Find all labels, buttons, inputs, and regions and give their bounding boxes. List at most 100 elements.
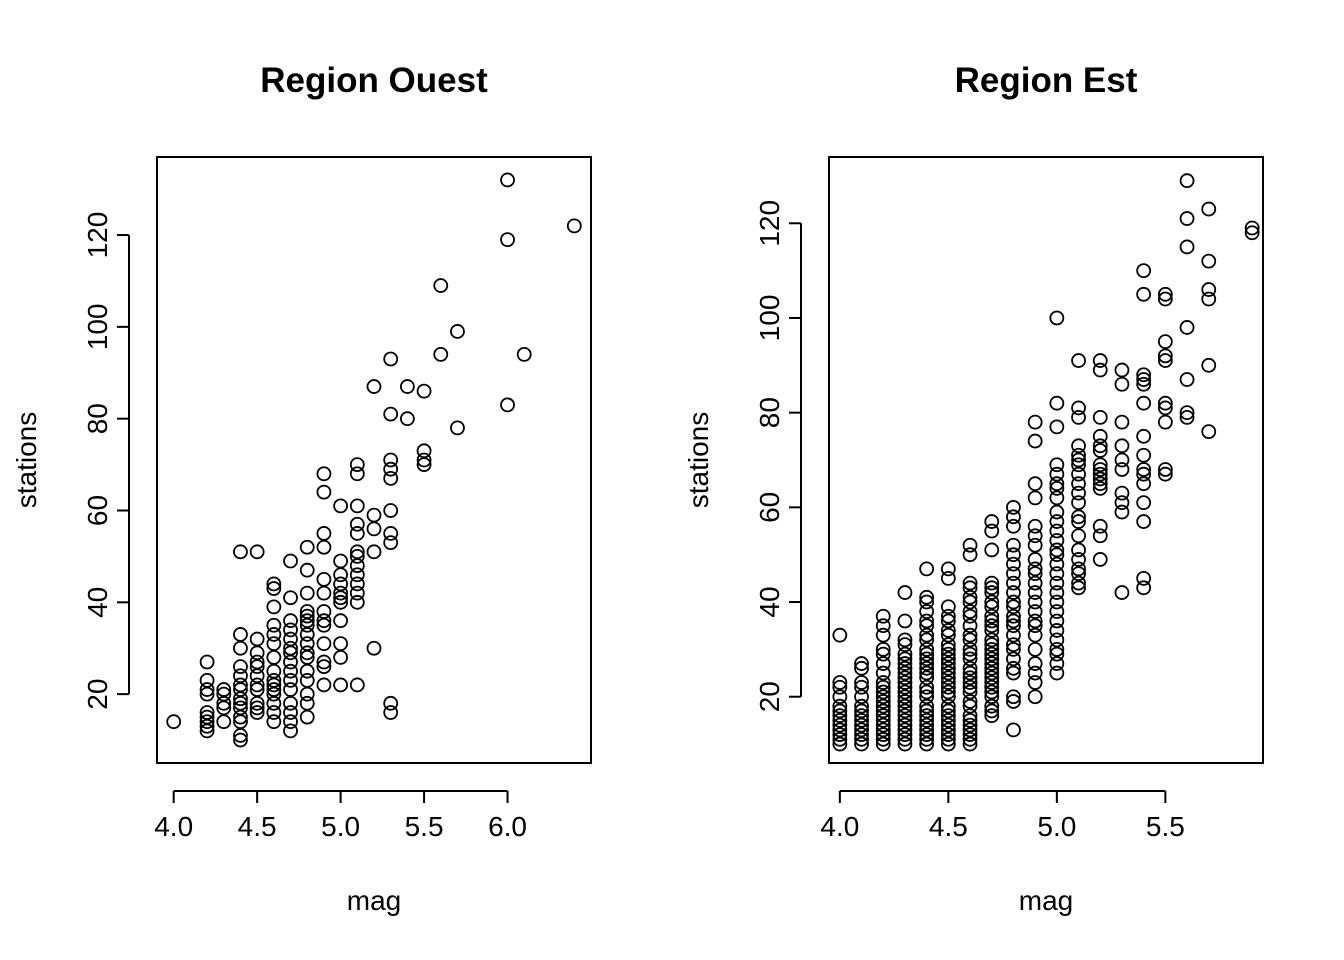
y-tick-label: 120 xyxy=(754,200,785,247)
data-point xyxy=(1114,462,1130,477)
data-point xyxy=(1006,694,1021,709)
data-point xyxy=(962,727,978,742)
x-axis-label: mag xyxy=(1019,885,1073,916)
data-point xyxy=(349,585,365,601)
data-point xyxy=(383,470,399,486)
data-point xyxy=(283,705,298,720)
data-point xyxy=(1114,485,1130,501)
y-tick-label: 100 xyxy=(82,304,113,351)
data-point xyxy=(919,660,935,676)
data-point xyxy=(266,695,282,711)
data-point xyxy=(316,654,332,670)
data-point xyxy=(199,682,215,697)
data-point xyxy=(897,660,913,676)
data-point xyxy=(299,585,315,601)
data-point xyxy=(383,526,399,541)
data-point xyxy=(1092,476,1108,492)
data-point xyxy=(984,684,1000,700)
data-point xyxy=(984,575,1000,591)
data-point xyxy=(984,618,1000,634)
data-point xyxy=(940,656,956,671)
data-point xyxy=(940,561,956,577)
data-point xyxy=(1006,556,1021,572)
data-point xyxy=(349,594,365,610)
data-point xyxy=(940,660,956,676)
y-tick-label: 80 xyxy=(82,403,113,434)
data-point xyxy=(962,575,978,591)
data-point xyxy=(962,712,978,728)
data-point xyxy=(962,589,978,605)
data-point xyxy=(832,708,848,724)
data-point xyxy=(854,731,869,747)
y-axis-label: stations xyxy=(683,412,714,509)
data-point xyxy=(1092,438,1108,454)
x-tick-label: 6.0 xyxy=(488,811,527,842)
data-point xyxy=(1092,353,1108,368)
data-point xyxy=(854,722,869,738)
data-point xyxy=(433,278,449,293)
data-point xyxy=(283,654,298,670)
data-point xyxy=(1027,575,1043,591)
data-point xyxy=(316,585,332,601)
data-point xyxy=(1027,594,1043,610)
data-point xyxy=(854,717,869,733)
data-point xyxy=(940,727,956,742)
data-point xyxy=(875,722,891,738)
data-point xyxy=(1006,665,1021,681)
data-point xyxy=(433,347,449,362)
data-point xyxy=(1114,438,1130,454)
data-point xyxy=(1006,585,1021,600)
data-point xyxy=(1179,372,1195,387)
data-point xyxy=(854,698,869,714)
data-point xyxy=(962,694,978,709)
data-point xyxy=(349,457,365,472)
data-point xyxy=(854,708,869,724)
data-point xyxy=(1114,414,1130,430)
data-point xyxy=(875,665,891,681)
data-point xyxy=(299,562,315,578)
data-point xyxy=(416,452,432,468)
data-point xyxy=(1027,656,1043,671)
data-point xyxy=(349,567,365,583)
data-point xyxy=(832,703,848,719)
data-point xyxy=(897,665,913,681)
data-point xyxy=(875,618,891,634)
y-tick-label: 60 xyxy=(754,492,785,523)
data-point xyxy=(299,645,315,661)
data-point xyxy=(854,689,869,705)
data-point xyxy=(962,698,978,714)
data-point xyxy=(1071,485,1086,501)
data-point xyxy=(266,677,282,693)
data-point xyxy=(1071,566,1086,582)
x-tick-label: 4.5 xyxy=(238,811,277,842)
data-point xyxy=(897,613,913,629)
data-point xyxy=(1092,443,1108,458)
data-point xyxy=(316,636,332,652)
data-point xyxy=(383,705,399,720)
data-point xyxy=(875,698,891,714)
data-point xyxy=(1157,400,1173,416)
data-point xyxy=(875,708,891,724)
points-layer xyxy=(166,172,582,748)
data-point xyxy=(984,670,1000,686)
data-point xyxy=(1136,447,1152,463)
data-point xyxy=(897,675,913,690)
data-point xyxy=(1027,518,1043,534)
data-point xyxy=(500,172,515,188)
data-point xyxy=(1201,291,1217,307)
data-point xyxy=(1071,452,1086,468)
data-point xyxy=(199,714,215,730)
data-point xyxy=(919,703,935,719)
data-point xyxy=(962,618,978,634)
data-point xyxy=(1136,570,1152,586)
data-point xyxy=(233,728,248,743)
data-point xyxy=(349,526,365,541)
data-point xyxy=(1006,637,1021,653)
x-axis-label: mag xyxy=(347,885,401,916)
data-point xyxy=(283,695,298,711)
x-axis: 4.0 4.5 5.0 5.5 6.0 xyxy=(154,790,527,842)
data-point xyxy=(832,698,848,714)
plot-frame xyxy=(828,156,1264,764)
data-point xyxy=(832,727,848,742)
